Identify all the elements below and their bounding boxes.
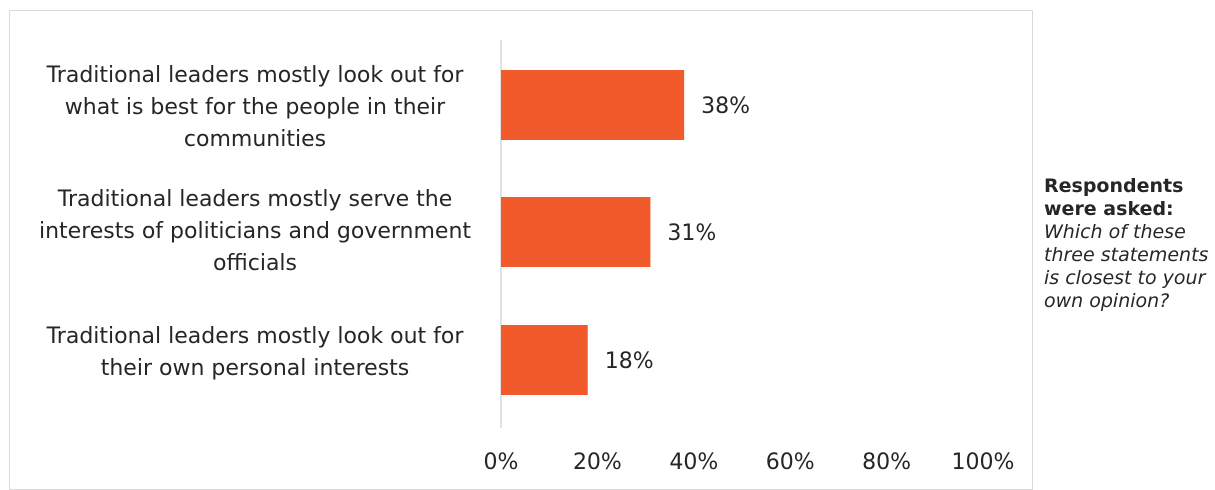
x-tick-label-3: 60%: [766, 450, 815, 475]
bar-1: [501, 70, 685, 140]
data-label-3: 18%: [605, 349, 654, 374]
category-label-1: Traditional leaders mostly look out for …: [46, 63, 464, 152]
x-tick-label-2: 40%: [669, 450, 718, 475]
note-heading: Respondents were asked:: [1044, 175, 1184, 220]
data-label-2: 31%: [667, 221, 716, 246]
bar-3: [501, 325, 588, 395]
bar-2: [501, 197, 651, 267]
question-note: Respondents were asked: Which of these t…: [1044, 175, 1212, 313]
data-label-1: 38%: [701, 94, 750, 119]
x-tick-label-5: 100%: [952, 450, 1015, 475]
note-question: Which of these three statements is close…: [1044, 221, 1209, 312]
x-tick-label-0: 0%: [484, 450, 519, 475]
category-label-3: Traditional leaders mostly look out for …: [46, 324, 464, 381]
category-label-2: Traditional leaders mostly serve the int…: [38, 187, 472, 276]
x-tick-label-4: 80%: [862, 450, 911, 475]
x-tick-label-1: 20%: [573, 450, 622, 475]
